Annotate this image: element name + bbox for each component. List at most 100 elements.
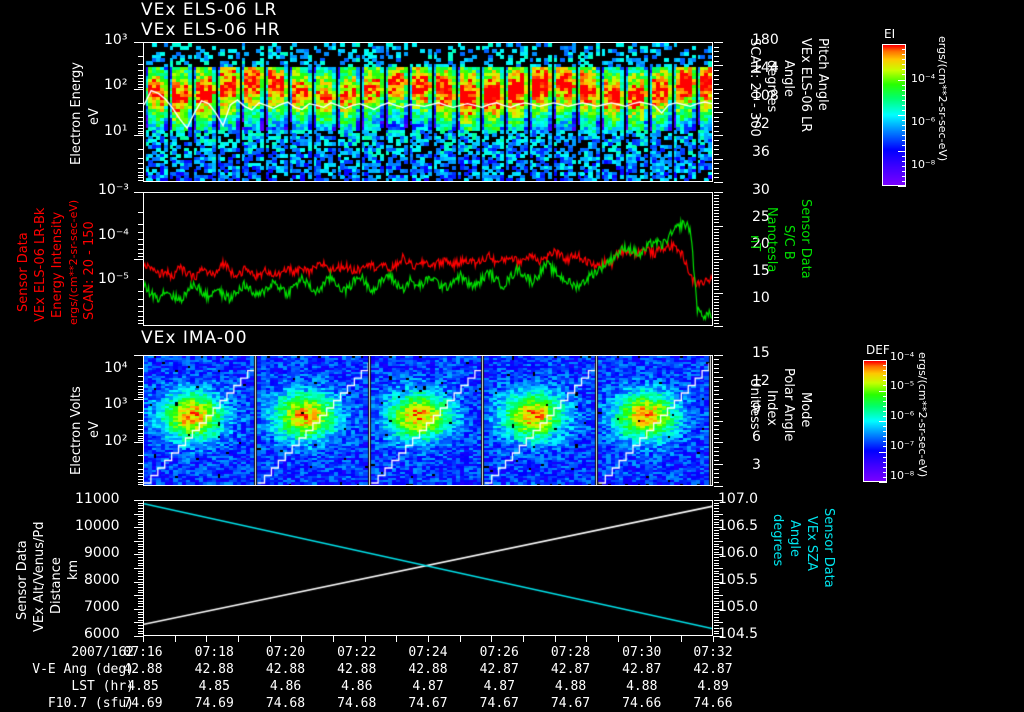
table-cell: 07:26 [479,645,519,660]
panel1-right-ytick-108: 108 [752,88,779,104]
panel2-right-ytick-15: 15 [752,263,770,279]
table-cell: 74.66 [622,696,662,711]
colorbar2-ticklabel-3: 10⁻⁶ [890,409,915,422]
panel1-electron-energy-spectrogram [143,42,713,182]
table-cell: 07:16 [123,645,163,660]
panel2-left-label-units: ergs/(cm**2-sr-sec-eV) [67,199,80,325]
panel1-right-ytick-144: 144 [752,60,779,76]
panel3-ytick-1e3: 10³ [104,396,128,412]
panel4-left-label-alt: VEx Alt/Venus/Pd [32,521,47,632]
panel1-ytick-100: 10² [104,77,128,93]
panel1-right-ytick-72: 72 [752,116,770,132]
panel3-right-label-index: Index [764,390,779,426]
table-cell: 4.87 [483,679,515,694]
colorbar2-unit-label: ergs/(cm**2-sr-sec-eV) [916,352,929,478]
colorbar2-ticklabel-2: 10⁻⁵ [890,379,915,392]
panel3-left-axis-label: Electron Volts [69,386,84,475]
colorbar1-title: EI [884,27,896,41]
colorbar2-ticklabel-1: 10⁻⁴ [890,350,915,363]
panel4-ytick-9000: 9000 [84,545,120,561]
panel4-left-label-km: km [66,559,81,580]
panel1-left-axis-units: eV [87,108,102,125]
panel2-left-label-quantity: Energy Intensity [50,211,65,318]
panel3-right-ytick-3: 3 [752,457,761,473]
panel1-right-axis-label-sensor: VEx ELS-06 LR [798,38,813,133]
table-cell: 4.88 [626,679,658,694]
panel3-ytick-1e4: 10⁴ [104,360,128,376]
panel2-right-ytick-10: 10 [752,290,770,306]
table-cell: 74.68 [265,696,306,711]
table-cell: 74.69 [194,696,234,711]
table-cell: 74.67 [479,696,519,711]
panel3-right-label-polar: Polar Angle [781,368,796,442]
table-cell: 74.66 [693,696,733,711]
table-cell: 42.87 [622,662,662,677]
panel3-left-axis-units: eV [87,421,102,438]
bottom-parameter-table: 2007/162 07:16 07:18 07:20 07:22 07:24 07:26 07… [0,644,760,712]
panel2-left-label-scan: SCAN: 20 - 150 [82,221,97,320]
panel2-ytick-1e-4: 10⁻⁴ [98,227,129,243]
panel2-left-label-instrument: VEx ELS-06 LR-Bk [33,207,48,322]
panel4-ytick-10000: 10000 [75,518,120,534]
table-cell: 42.88 [337,662,377,677]
table-row: 2007/162 07:16 07:18 07:20 07:22 07:24 07:26 07… [0,644,760,661]
panel4-left-label-distance: Distance [49,557,64,614]
table-cell: 4.88 [554,679,587,694]
table-cell: 4.86 [269,679,302,694]
panel3-right-label-mode: Mode [798,392,813,428]
table-row-header: F10.7 (sfu) [47,696,134,711]
panel4-right-label-sza: VEx SZA [804,516,819,571]
panel1-right-axis-label-scan: SCAN: 20 - 300 [747,38,762,137]
panel1-right-axis-label-angle: Angle [781,60,796,97]
table-cell: 4.85 [198,679,230,694]
panel3-spectrogram-canvas [144,356,712,485]
panel2-right-ytick-25: 25 [752,209,770,225]
panel3-right-label-unitless: Unitless [747,378,762,430]
panel2-ytick-1e-3: 10⁻³ [98,182,129,198]
panel1-title-line2: VEx ELS-06 HR [141,20,281,40]
panel3-right-ytick-6: 6 [752,429,761,445]
colorbar1-ticklabel-1: 10⁻⁴ [911,72,936,85]
panel1-right-ytick-180: 180 [752,32,779,48]
panel1-right-axis-label-pitch-angle: Pitch Angle [815,38,830,111]
table-cell: 07:24 [408,645,448,660]
panel4-right-ytick-105-0: 105.0 [718,599,759,615]
panel2-right-label-nt: nT [747,235,762,252]
panel2-right-label-nanotesla: Nanotesla [764,207,779,273]
colorbar2-ticklabel-5: 10⁻⁸ [890,469,915,482]
panel2-left-label-sensor-data: Sensor Data [16,232,31,312]
panel3-right-ytick-9: 9 [752,401,761,417]
table-cell: 74.68 [337,696,377,711]
panel1-right-axis-label-degrees: degrees [764,60,779,113]
panel2-right-ytick-20: 20 [752,236,770,252]
panel1-spectrogram-canvas [144,43,712,181]
table-cell: 74.67 [550,696,591,711]
panel4-ytick-11000: 11000 [75,491,120,507]
table-cell: 4.89 [697,679,729,694]
panel4-altitude-sza [143,500,713,636]
table-cell: 42.88 [408,662,448,677]
panel2-ytick-1e-5: 10⁻⁵ [98,271,129,287]
panel4-right-ytick-104-5: 104.5 [718,626,759,642]
panel4-right-ytick-105-5: 105.5 [718,572,759,588]
table-cell: 42.88 [123,662,163,677]
panel4-ytick-6000: 6000 [84,626,120,642]
table-cell: 4.85 [127,679,159,694]
panel2-right-label-sc-b: S/C B [781,225,796,260]
colorbar2-title: DEF [866,343,890,357]
panel3-right-ytick-12: 12 [752,373,770,389]
colorbar1-unit-label: ergs/(cm**2-sr-sec-eV) [936,36,949,162]
panel3-ima-spectrogram [143,355,713,486]
table-row-header: LST (hr) [71,679,134,694]
table-row-header: V-E Ang (deg) [32,662,134,677]
panel3-right-ytick-15: 15 [752,345,770,361]
panel1-ytick-1000: 10³ [104,32,128,48]
panel3-ytick-1e2: 10² [104,433,128,449]
table-cell: 4.86 [341,679,373,694]
panel4-right-ytick-107-0: 107.0 [718,491,759,507]
colorbar1-ticklabel-3: 10⁻⁸ [911,158,936,171]
panel4-right-ytick-106-5: 106.5 [718,518,759,534]
table-cell: 07:20 [265,645,306,660]
panel4-lines-canvas [144,501,712,635]
